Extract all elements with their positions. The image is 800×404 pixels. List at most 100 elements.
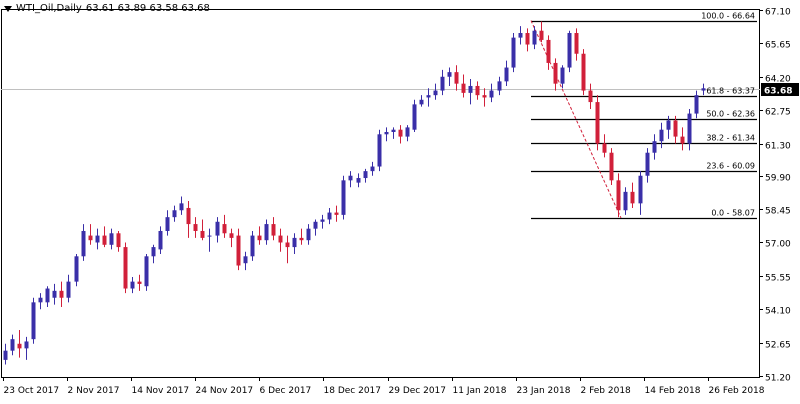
price-tick-label: 67.10 — [765, 8, 791, 18]
candle-body — [602, 143, 607, 153]
candle-body — [419, 99, 424, 105]
candle-body — [327, 212, 332, 220]
candle-body — [482, 95, 487, 98]
candle-body — [468, 85, 473, 93]
candle-body — [567, 33, 572, 68]
candle-body — [88, 235, 93, 241]
candle-body — [24, 341, 29, 349]
candle-body — [144, 256, 149, 287]
candle-body — [504, 67, 509, 82]
candle-body — [638, 175, 643, 204]
candle-body — [447, 72, 452, 77]
candle-body — [31, 302, 36, 340]
candle-body — [17, 343, 22, 349]
candle-body — [95, 235, 100, 243]
candle-body — [489, 90, 494, 98]
price-tick-label: 51.20 — [765, 374, 791, 384]
candle-body — [553, 62, 558, 84]
candle-body — [518, 33, 523, 38]
fib-level-label: 50.0 - 62.36 — [706, 110, 755, 119]
candle-body — [299, 237, 304, 241]
candle-body — [405, 127, 410, 137]
candle-body — [172, 210, 177, 218]
candle-body — [102, 235, 107, 245]
candle-body — [412, 104, 417, 130]
candle-body — [532, 30, 537, 45]
candle-body — [243, 256, 248, 264]
candle-body — [10, 339, 15, 351]
candle-body — [158, 230, 163, 250]
candle-body — [215, 221, 220, 236]
candle-body — [334, 212, 339, 215]
candle-body — [38, 297, 43, 303]
price-tick-label: 64.20 — [765, 75, 791, 85]
candle-body — [278, 235, 283, 243]
price-tick-label: 55.55 — [765, 274, 791, 284]
time-tick-label: 26 Feb 2018 — [709, 386, 765, 396]
plot-frame — [1, 9, 760, 378]
chevron-down-icon[interactable] — [4, 5, 12, 12]
candle-body — [680, 136, 685, 144]
candle-body — [546, 39, 551, 63]
price-tick-label: 65.65 — [765, 41, 791, 51]
candle-body — [66, 281, 71, 298]
price-tick-label: 58.45 — [765, 207, 791, 217]
time-tick-label: 2 Nov 2017 — [68, 386, 120, 396]
candle-body — [313, 221, 318, 229]
candle-body — [292, 237, 297, 248]
candle-body — [391, 129, 396, 132]
time-tick-label: 23 Jan 2018 — [517, 386, 571, 396]
fib-level-label: 100.0 - 66.64 — [701, 12, 755, 21]
time-tick-label: 14 Nov 2017 — [132, 386, 190, 396]
candle-body — [370, 166, 375, 172]
candle-body — [398, 129, 403, 137]
candle-body — [264, 224, 269, 241]
candle-body — [200, 230, 205, 238]
candle-body — [525, 33, 530, 45]
candle-body — [59, 290, 64, 298]
fib-level-label: 0.0 - 58.07 — [711, 209, 755, 218]
candle-body — [694, 95, 699, 114]
candle-body — [609, 152, 614, 181]
candle-body — [616, 180, 621, 211]
candle-body — [659, 129, 664, 142]
time-tick-label: 23 Oct 2017 — [4, 386, 60, 396]
candle-body — [581, 53, 586, 91]
candle-body — [356, 178, 361, 183]
price-tick-label: 62.75 — [765, 108, 791, 118]
candle-body — [130, 281, 135, 289]
price-tick-label: 54.10 — [765, 307, 791, 317]
candle-body — [151, 247, 156, 257]
candle-body — [116, 233, 121, 248]
candle-body — [271, 224, 276, 236]
candle-body — [320, 219, 325, 222]
price-tick-label: 61.30 — [765, 142, 791, 152]
candle-body — [123, 247, 128, 289]
time-tick-label: 6 Dec 2017 — [260, 386, 312, 396]
candle-body — [193, 224, 198, 231]
candle-body — [475, 85, 480, 96]
time-tick-label: 24 Nov 2017 — [196, 386, 254, 396]
candle-body — [588, 90, 593, 103]
candle-body — [109, 233, 114, 245]
candle-body — [250, 235, 255, 257]
current-price-label: 63.68 — [764, 87, 792, 97]
fib-level-label: 61.8 - 63.37 — [706, 87, 755, 96]
price-tick-label: 57.00 — [765, 240, 791, 250]
time-tick-label: 11 Jan 2018 — [453, 386, 507, 396]
candle-body — [384, 132, 389, 135]
candle-body — [595, 102, 600, 144]
candle-body — [207, 235, 212, 237]
candle-body — [574, 33, 579, 54]
candle-body — [229, 233, 234, 238]
ohlc-readout: 63.61 63.89 63.58 63.68 — [85, 3, 210, 14]
candle-body — [511, 37, 516, 68]
candle-body — [497, 81, 502, 91]
candle-body — [701, 88, 706, 91]
candle-body — [236, 235, 241, 266]
candle-body — [652, 141, 657, 153]
candle-body — [179, 203, 184, 211]
candle-body — [433, 90, 438, 96]
